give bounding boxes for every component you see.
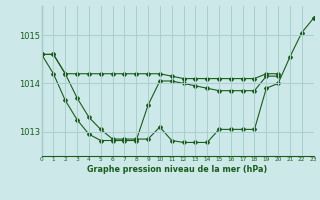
X-axis label: Graphe pression niveau de la mer (hPa): Graphe pression niveau de la mer (hPa) [87, 165, 268, 174]
